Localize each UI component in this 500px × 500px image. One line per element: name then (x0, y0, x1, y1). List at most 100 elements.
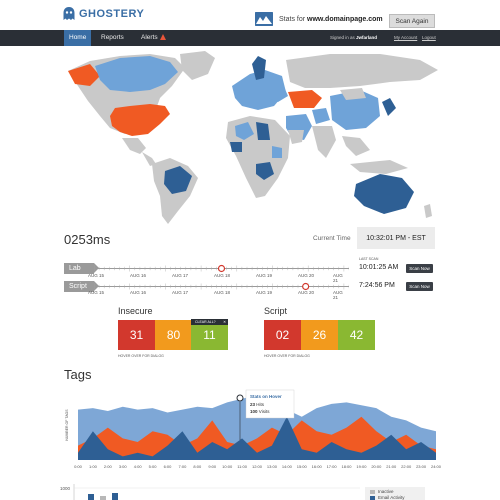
timeline-date: AUG 21 (333, 273, 343, 283)
svg-text:23 Hits: 23 Hits (250, 402, 265, 407)
scan-again-button[interactable]: Scan Again (389, 14, 435, 28)
tooltip-title: Stats on Hover (250, 394, 282, 399)
ghost-icon (63, 7, 75, 20)
legend-swatch (370, 489, 375, 494)
x-tick-label: 12:00 (252, 464, 263, 469)
domain-name: www.domainpage.com (307, 15, 383, 23)
nav-home[interactable]: Home (64, 30, 92, 46)
clear-all-label: CLEAR ALL? (195, 320, 216, 324)
nav-alerts[interactable]: Alerts (136, 30, 171, 46)
x-tick-label: 3:00 (119, 464, 128, 469)
bottom-chart-ytick: 1000 (60, 486, 71, 491)
main-nav: Home Reports Alerts Signed in as Jwfarla… (0, 30, 500, 46)
insecure-score-red[interactable]: 31 (118, 320, 155, 350)
clear-all-button[interactable]: CLEAR ALL? ✕ (191, 319, 228, 325)
tags-series-2 (78, 416, 436, 460)
last-scan-time-lab: 10:01:25 AM (359, 264, 399, 271)
map-indonesia (350, 160, 408, 174)
stats-tooltip: Stats on Hover 23 Hits 100 Visits (236, 389, 295, 440)
map-china (330, 90, 380, 130)
legend-swatch (370, 495, 375, 500)
map-eastern-europe (266, 82, 288, 102)
tags-area-chart[interactable]: NUMBER OF TAGS 0:00 1:00 2:00 3:00 4:00 5:00 6… (64, 380, 444, 470)
tooltip-hits-value: 23 (250, 402, 256, 407)
my-account-link[interactable]: My Account (394, 35, 418, 40)
x-tick-label: 16:00 (312, 464, 323, 469)
insecure-title: Insecure (118, 306, 153, 316)
map-saudi-arabia (288, 130, 304, 144)
x-tick-label: 18:00 (341, 464, 352, 469)
x-tick-label: 7:00 (179, 464, 188, 469)
nav-alerts-label: Alerts (141, 34, 158, 41)
logout-link[interactable]: Logout (422, 35, 436, 40)
map-india (312, 126, 336, 158)
map-europe (232, 70, 286, 110)
map-west-africa (230, 142, 242, 152)
x-tick-label: 9:00 (208, 464, 217, 469)
insecure-score-orange[interactable]: 80 (155, 320, 192, 350)
nav-reports[interactable]: Reports (101, 34, 124, 41)
timeline-track-script[interactable] (94, 281, 349, 292)
map-southeast-asia (342, 136, 370, 156)
map-brazil (164, 166, 192, 194)
bottom-chart-legend: Inactive Email Activity (365, 487, 425, 500)
timeline-date: AUG 21 (333, 290, 343, 300)
timeline-track-lab[interactable] (94, 263, 349, 274)
x-tick-label: 23:00 (416, 464, 427, 469)
mountain-chart-icon (255, 12, 273, 26)
x-tick-label: 22:00 (401, 464, 412, 469)
legend-item-inactive: Inactive (370, 489, 394, 494)
script-score-red[interactable]: 02 (264, 320, 301, 350)
script-score-orange[interactable]: 26 (301, 320, 338, 350)
x-tick-label: 24:00 (431, 464, 442, 469)
timeline-date: AUG 15 (88, 273, 105, 278)
current-time-label: Current Time (313, 235, 351, 242)
tooltip-visits-label: Visits (259, 409, 270, 414)
tags-title: Tags (64, 367, 92, 382)
map-mongolia (340, 88, 366, 100)
x-tick-label: 1:00 (89, 464, 98, 469)
script-score-green[interactable]: 42 (338, 320, 375, 350)
last-scan-label: LAST SCAN (359, 257, 379, 261)
insecure-score-green[interactable]: 11 (191, 320, 228, 350)
map-central-america (142, 152, 156, 166)
x-tick-label: 17:00 (327, 464, 338, 469)
timeline-date: AUG 16 (130, 290, 147, 295)
svg-text:100 Visits: 100 Visits (250, 409, 270, 414)
x-tick-label: 2:00 (104, 464, 113, 469)
world-map[interactable] (60, 46, 445, 229)
x-tick-label: 0:00 (74, 464, 83, 469)
bottom-bar-chart[interactable]: 1000 (60, 484, 440, 500)
x-tick-label: 8:00 (193, 464, 202, 469)
map-russia (286, 54, 438, 88)
timeline-date: AUG 17 (172, 273, 189, 278)
scan-now-button-script[interactable]: Scan Now (406, 282, 433, 291)
bottom-bar (88, 494, 94, 500)
x-tick-label: 4:00 (134, 464, 143, 469)
tooltip-visits-value: 100 (250, 409, 258, 414)
legend-label: Email Activity (378, 495, 405, 500)
map-canada (95, 56, 178, 92)
map-libya (256, 122, 270, 140)
bottom-bar (112, 493, 118, 500)
current-time-value: 10:32:01 PM - EST (357, 227, 435, 249)
insecure-hover-note: HOVER OVER FOR DIALOG (118, 354, 164, 358)
timeline-date: AUG 15 (88, 290, 105, 295)
scan-now-button-lab[interactable]: Scan Now (406, 264, 433, 273)
close-icon: ✕ (223, 320, 226, 324)
load-speed: 0253ms (64, 232, 111, 247)
timeline-date: AUG 18 (214, 273, 231, 278)
username: Jwfarland (356, 35, 378, 40)
x-tick-label: 11:00 (237, 464, 247, 469)
tooltip-hits-label: Hits (256, 402, 264, 407)
map-australia (354, 174, 414, 214)
ghostery-logo[interactable]: GHOSTERY (62, 6, 144, 22)
timeline-date: AUG 19 (256, 273, 273, 278)
bottom-bar (100, 496, 106, 500)
map-central-asia (312, 108, 330, 124)
stats-for-domain: Stats for www.domainpage.com (255, 12, 383, 26)
timeline-marker-lab (217, 264, 226, 273)
timeline-date: AUG 16 (130, 273, 147, 278)
top-header: GHOSTERY Stats for www.domainpage.com Sc… (0, 0, 500, 30)
timeline-date: AUG 20 (298, 290, 315, 295)
